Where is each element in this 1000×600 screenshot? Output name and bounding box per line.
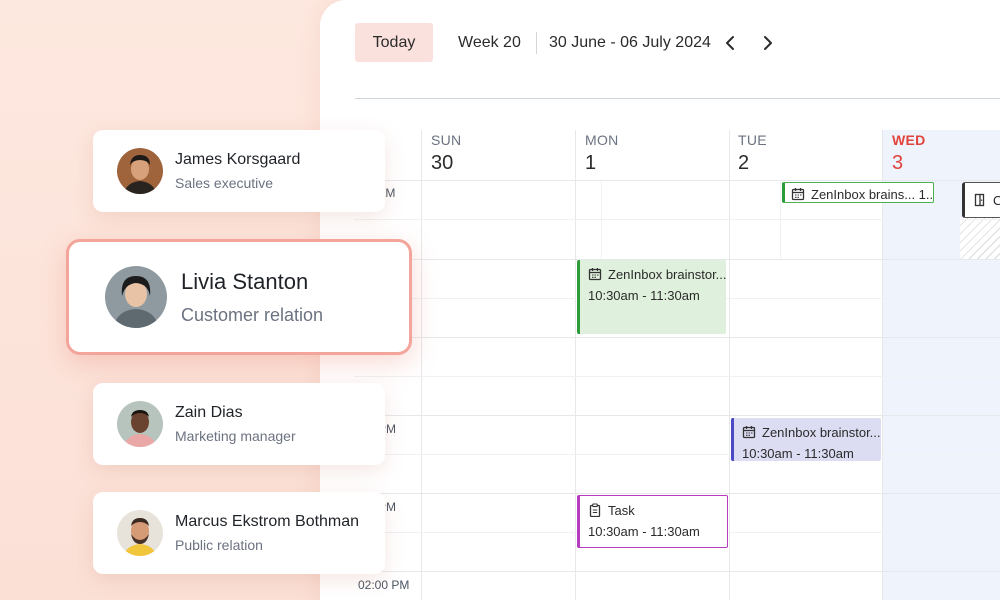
grid-hline: [354, 337, 1000, 338]
day-header-sun[interactable]: SUN 30: [431, 132, 461, 175]
day-name: TUE: [738, 132, 767, 148]
day-number: 3: [892, 152, 904, 174]
chevron-right-icon[interactable]: [756, 30, 780, 56]
calendar-panel: Today Week 20 30 June - 06 July 2024: [320, 0, 1000, 600]
day-number: 1: [585, 152, 597, 174]
event-title: ZenInbox brainstor...: [762, 424, 881, 440]
contact-role: Marketing manager: [175, 428, 296, 444]
avatar: [117, 148, 163, 194]
contact-name: James Korsgaard: [175, 151, 301, 168]
grid-vline: [882, 130, 883, 600]
calendar-grid: SUN 30 MON 1 TUE 2 WED 3 0 :00 AM :00 PM…: [320, 0, 1000, 600]
grid-hline: [354, 180, 1000, 181]
event-title: Task: [608, 502, 635, 518]
grid-vline: [421, 130, 422, 600]
grid-hline: [354, 493, 1000, 494]
calendar-icon: [742, 426, 756, 439]
day-name: WED: [892, 132, 926, 148]
day-name: SUN: [431, 132, 462, 148]
grid-vline: [575, 130, 576, 600]
contact-card[interactable]: James Korsgaard Sales executive: [93, 130, 385, 212]
door-icon: [974, 193, 985, 207]
grid-vline: [729, 130, 730, 600]
contact-name: Marcus Ekstrom Bothman: [175, 513, 360, 530]
calendar-event[interactable]: ZenInbox brainstor... 10:30am - 11:30am: [731, 418, 881, 461]
calendar-toolbar: Today Week 20 30 June - 06 July 2024: [320, 0, 1000, 100]
event-time: 10:30am - 11:30am: [588, 524, 700, 539]
event-time: 10:30am - 11:30am: [588, 288, 700, 303]
date-range-label: 30 June - 06 July 2024: [549, 34, 711, 51]
task-event[interactable]: Task 10:30am - 11:30am: [577, 495, 728, 548]
calendar-icon: [791, 188, 805, 201]
calendar-event[interactable]: ZenInbox brainstor... 10:30am - 11:30am: [577, 260, 726, 334]
grid-vline: [780, 181, 781, 259]
contact-role: Public relation: [175, 537, 263, 553]
grid-hline: [354, 454, 1000, 455]
contact-card-selected[interactable]: Livia Stanton Customer relation: [66, 239, 412, 355]
toolbar-divider-line: [355, 98, 1000, 99]
contact-card[interactable]: Marcus Ekstrom Bothman Public relation: [93, 492, 385, 574]
contact-role: Sales executive: [175, 175, 274, 191]
event-title: ZenInbox brains... 1...: [811, 186, 934, 202]
day-header-wed[interactable]: WED 3: [892, 132, 926, 175]
day-number: 2: [738, 152, 750, 174]
grid-hline: [354, 571, 1000, 572]
event-time: 10:30am - 11:30am: [742, 446, 854, 461]
contact-name: Livia Stanton: [181, 268, 309, 294]
day-number: 30: [431, 152, 454, 174]
grid-hline: [354, 376, 1000, 377]
out-of-office-event[interactable]: O: [962, 182, 1000, 218]
avatar: [117, 510, 163, 556]
calendar-event[interactable]: ZenInbox brains... 1...: [782, 182, 934, 203]
contact-role: Customer relation: [181, 304, 324, 325]
toolbar-divider: [536, 32, 537, 54]
week-label: Week 20: [458, 34, 521, 51]
event-title: ZenInbox brainstor...: [608, 266, 726, 282]
calendar-icon: [588, 268, 602, 281]
day-header-tue[interactable]: TUE 2: [738, 132, 767, 175]
contact-name: Zain Dias: [175, 404, 243, 421]
day-name: MON: [585, 132, 619, 148]
chevron-left-icon[interactable]: [718, 30, 742, 56]
day-header-mon[interactable]: MON 1: [585, 132, 619, 175]
avatar: [117, 401, 163, 447]
grid-hline: [354, 259, 1000, 260]
avatar: [105, 266, 167, 328]
clipboard-icon: [589, 503, 601, 517]
today-button[interactable]: Today: [355, 23, 433, 62]
grid-hline: [354, 415, 1000, 416]
grid-hline: [354, 219, 1000, 220]
grid-vline: [601, 181, 602, 259]
contact-card[interactable]: Zain Dias Marketing manager: [93, 383, 385, 465]
busy-block: [960, 218, 1000, 260]
time-label: 02:00 PM: [358, 578, 410, 592]
event-title: O: [993, 192, 1000, 208]
